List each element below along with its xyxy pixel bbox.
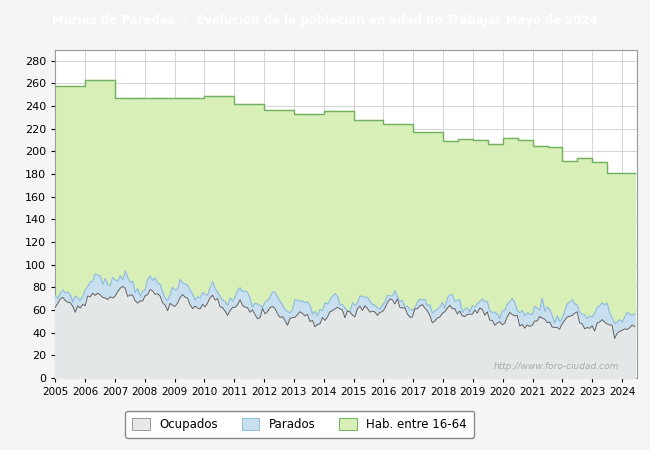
Legend: Ocupados, Parados, Hab. entre 16-64: Ocupados, Parados, Hab. entre 16-64	[125, 410, 474, 438]
Text: Murias de Paredes  -  Evolucion de la poblacion en edad de Trabajar Mayo de 2024: Murias de Paredes - Evolucion de la pobl…	[52, 14, 598, 27]
Text: FORO-CIUDAD.COM: FORO-CIUDAD.COM	[164, 230, 528, 263]
Text: http://www.foro-ciudad.com: http://www.foro-ciudad.com	[494, 362, 619, 371]
